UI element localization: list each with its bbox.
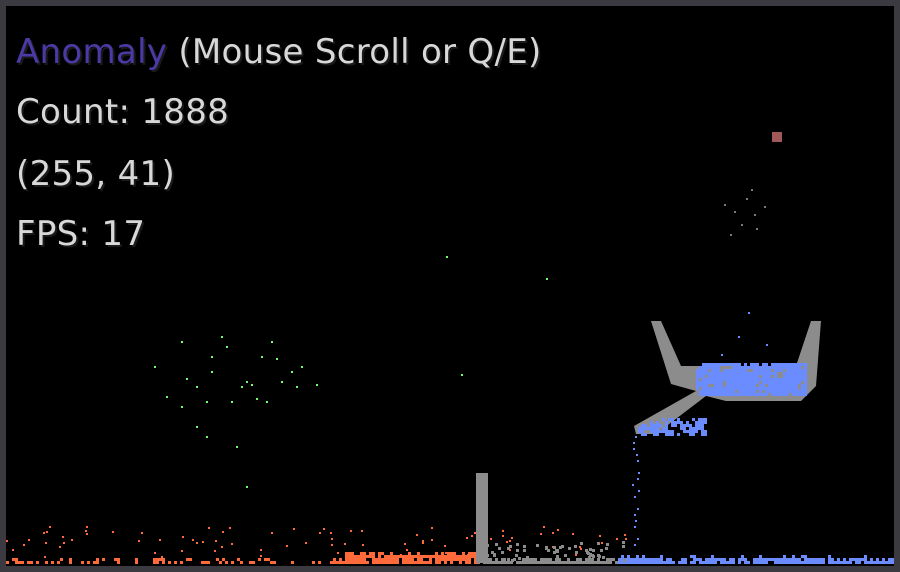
material-hint: (Mouse Scroll or Q/E) [178, 32, 542, 72]
material-selector-label: Anomaly (Mouse Scroll or Q/E) [16, 32, 542, 72]
material-name: Anomaly [16, 32, 168, 72]
simulation-viewport[interactable]: Anomaly (Mouse Scroll or Q/E) Count: 188… [6, 6, 894, 566]
fps-counter: FPS: 17 [16, 214, 146, 254]
cursor-coordinates: (255, 41) [16, 154, 176, 194]
particle-count: Count: 1888 [16, 92, 230, 132]
particle-canvas[interactable] [6, 6, 894, 566]
